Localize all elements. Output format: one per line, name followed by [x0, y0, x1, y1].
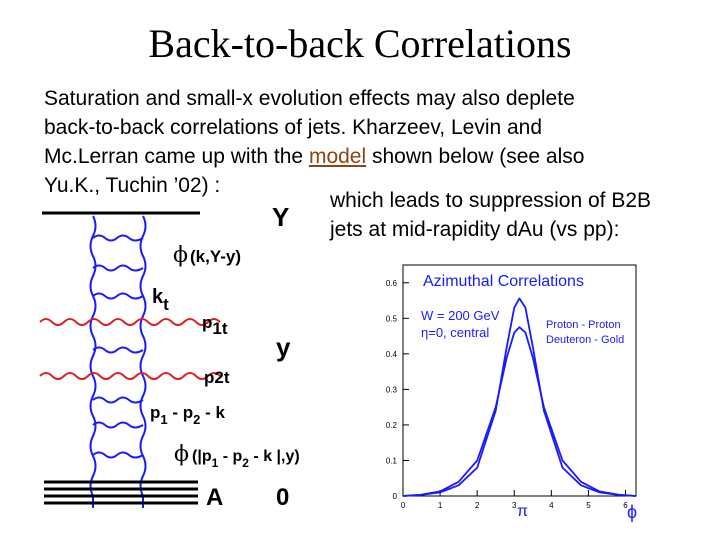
x-tick-label: 4 — [549, 501, 554, 510]
model-link[interactable]: model — [308, 145, 367, 168]
paragraph-line: Yu.K., Tuchin ’02) : — [44, 174, 221, 197]
result-paragraph: which leads to suppression of B2B jets a… — [330, 186, 651, 244]
y-tick-label: 0.2 — [386, 421, 398, 430]
chart-title: Azimuthal Correlations — [423, 273, 584, 290]
paragraph-line: Saturation and small-x evolution effects… — [44, 87, 575, 110]
axes-ticks: 0 1 2 3 4 5 6 0 0.1 0.2 0.3 0.4 0.5 0.6 — [386, 279, 628, 510]
phi-axis-marker: ϕ — [627, 502, 637, 522]
x-tick-label: 2 — [475, 501, 480, 510]
y-tick-label: 0.5 — [386, 314, 398, 323]
y-tick-label: 0.3 — [386, 385, 398, 394]
chart-annotation: W = 200 GeV — [421, 308, 500, 323]
plot-frame — [402, 264, 637, 497]
x-tick-label: 0 — [401, 501, 406, 510]
y-tick-label: 0.6 — [386, 279, 398, 288]
y-tick-label: 0 — [393, 492, 398, 501]
paragraph-line: Mc.Lerran came up with the model shown b… — [44, 142, 584, 171]
curves — [402, 297, 636, 497]
y-tick-label: 0.1 — [386, 456, 398, 465]
paragraph-text: shown below (see also — [366, 145, 585, 168]
y-tick-label: 0.4 — [386, 350, 398, 359]
series-line-proton-proton — [402, 297, 636, 497]
legend-entry: Proton - Proton — [546, 319, 621, 331]
x-tick-label: 5 — [586, 501, 591, 510]
x-tick-label: 1 — [438, 501, 443, 510]
x-tick-label: 6 — [623, 501, 628, 510]
paragraph-text: Mc.Lerran came up with the — [44, 145, 309, 168]
paragraph-line: back-to-back correlations of jets. Kharz… — [44, 116, 543, 139]
x-tick-label: 3 — [512, 501, 517, 510]
series-line-deuteron-gold — [402, 326, 636, 497]
slide-title: Back-to-back Correlations — [148, 21, 572, 66]
chart-annotation: η=0, central — [421, 325, 489, 340]
intro-paragraph: Saturation and small-x evolution effects… — [44, 84, 584, 200]
legend-entry: Deuteron - Gold — [546, 334, 624, 346]
pi-marker: π — [517, 503, 528, 520]
paragraph-line: which leads to suppression of B2B — [330, 189, 652, 212]
paragraph-line: jets at mid-rapidity dAu (vs pp): — [330, 218, 620, 241]
